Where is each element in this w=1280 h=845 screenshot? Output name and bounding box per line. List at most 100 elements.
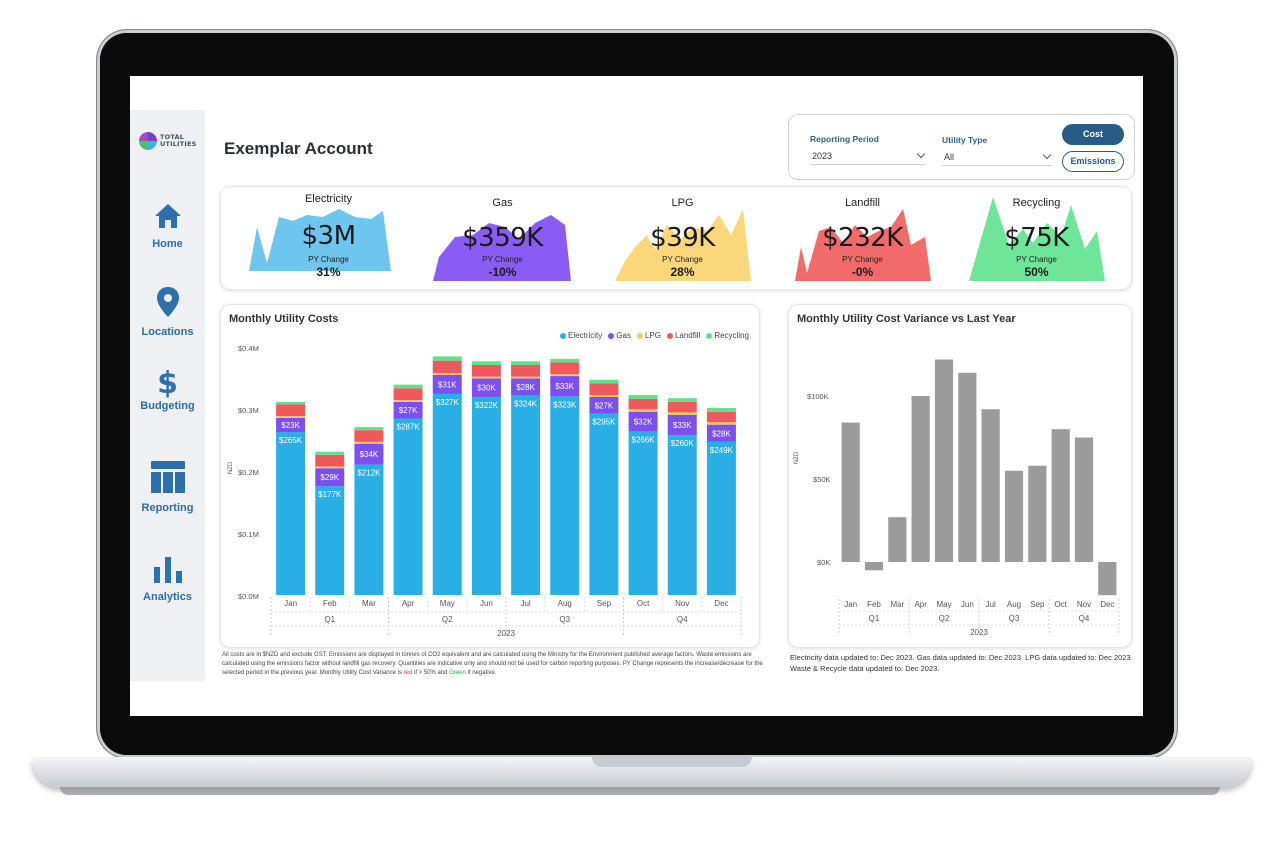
- bar-segment-electricity[interactable]: [706, 441, 736, 595]
- emissions-button[interactable]: Emissions: [1062, 151, 1124, 172]
- variance-bar[interactable]: [958, 372, 977, 562]
- bar-segment-landfill[interactable]: [550, 362, 580, 375]
- bar-segment-landfill[interactable]: [667, 401, 697, 413]
- bar-segment-recycling[interactable]: [393, 384, 423, 389]
- bar-segment-lpg[interactable]: [276, 416, 306, 418]
- kpi-landfill[interactable]: Landfill $232K PY Change -0%: [775, 187, 950, 291]
- cost-button[interactable]: Cost: [1062, 124, 1124, 145]
- bar-segment-lpg[interactable]: [511, 376, 541, 379]
- bar-segment-lpg[interactable]: [667, 412, 697, 415]
- bar-segment-lpg[interactable]: [315, 466, 345, 469]
- bar-segment-landfill[interactable]: [276, 404, 306, 417]
- bar-segment-gas[interactable]: [550, 376, 580, 397]
- bar-segment-landfill[interactable]: [432, 360, 462, 373]
- bar-segment-electricity[interactable]: [354, 464, 384, 595]
- kpi-sub: PY Change: [662, 255, 703, 264]
- bar-segment-recycling[interactable]: [667, 398, 697, 402]
- bar-segment-lpg[interactable]: [589, 395, 619, 397]
- bar-segment-gas[interactable]: [471, 378, 501, 397]
- reporting-period-dropdown[interactable]: 2023: [810, 147, 926, 165]
- bar-segment-landfill[interactable]: [393, 388, 423, 401]
- kpi-recycling[interactable]: Recycling $75K PY Change 50%: [949, 187, 1124, 291]
- variance-bar[interactable]: [981, 409, 1000, 562]
- bar-segment-recycling[interactable]: [628, 395, 658, 399]
- bar-segment-gas[interactable]: [589, 396, 619, 414]
- bar-segment-recycling[interactable]: [432, 356, 462, 361]
- bar-label: $31K: [438, 380, 457, 389]
- sidebar-item-analytics[interactable]: Analytics: [130, 555, 205, 603]
- bar-segment-electricity[interactable]: [628, 431, 658, 595]
- kpi-gas[interactable]: Gas $359K PY Change -10%: [415, 187, 590, 291]
- logo[interactable]: TOTAL UTILITIES: [139, 132, 196, 150]
- variance-bar[interactable]: [841, 422, 860, 562]
- bar-segment-landfill[interactable]: [628, 398, 658, 410]
- bar-segment-gas[interactable]: [315, 468, 345, 487]
- bar-segment-recycling[interactable]: [706, 408, 736, 412]
- bar-segment-landfill[interactable]: [471, 364, 501, 377]
- variance-bar[interactable]: [934, 359, 954, 562]
- bar-segment-recycling[interactable]: [511, 361, 541, 365]
- legend-lpg[interactable]: LPG: [636, 331, 661, 340]
- sidebar-item-reporting[interactable]: Reporting: [130, 460, 205, 514]
- bar-segment-recycling[interactable]: [471, 361, 501, 365]
- bar-segment-electricity[interactable]: [589, 413, 619, 595]
- bar-segment-landfill[interactable]: [706, 411, 736, 423]
- bar-segment-gas[interactable]: [276, 417, 306, 433]
- bar-segment-gas[interactable]: [667, 414, 697, 436]
- variance-bar[interactable]: [1098, 562, 1117, 596]
- variance-bar[interactable]: [911, 396, 930, 562]
- bar-segment-recycling[interactable]: [550, 358, 580, 363]
- utility-type-dropdown[interactable]: All: [942, 148, 1052, 166]
- bar-segment-electricity[interactable]: [667, 435, 697, 595]
- bar-segment-lpg[interactable]: [393, 400, 423, 402]
- bar-segment-electricity[interactable]: [315, 486, 345, 595]
- legend-recycling[interactable]: Recycling: [706, 331, 749, 340]
- bar-segment-electricity[interactable]: [550, 396, 580, 595]
- bar-segment-landfill[interactable]: [354, 430, 384, 442]
- bar-segment-landfill[interactable]: [315, 454, 345, 467]
- bar-segment-lpg[interactable]: [550, 374, 580, 377]
- bar-segment-electricity[interactable]: [393, 418, 423, 595]
- bar-segment-lpg[interactable]: [471, 376, 501, 379]
- dollar-icon: $: [157, 366, 178, 401]
- bar-segment-gas[interactable]: [432, 374, 462, 394]
- kpi-lpg[interactable]: LPG $39K PY Change 28%: [595, 187, 770, 291]
- variance-bar[interactable]: [1051, 429, 1070, 562]
- kpi-electricity[interactable]: Electricity $3M PY Change 31%: [241, 187, 416, 291]
- bar-segment-recycling[interactable]: [276, 401, 306, 405]
- variance-bar[interactable]: [888, 517, 907, 562]
- bar-segment-landfill[interactable]: [589, 383, 619, 396]
- bar-segment-lpg[interactable]: [354, 441, 384, 444]
- variance-bar[interactable]: [1004, 470, 1024, 562]
- variance-bar[interactable]: [1074, 437, 1094, 563]
- bar-segment-gas[interactable]: [354, 443, 384, 465]
- stacked-bar-chart[interactable]: $265K $23K Jan $177K $29K Feb $212K $34K Mar $287…: [221, 305, 761, 649]
- bar-segment-gas[interactable]: [511, 378, 541, 396]
- y-tick: $0.2M: [238, 468, 259, 477]
- bar-segment-recycling[interactable]: [354, 427, 384, 431]
- bar-segment-lpg[interactable]: [628, 409, 658, 412]
- bar-segment-electricity[interactable]: [511, 395, 541, 595]
- bar-segment-electricity[interactable]: [471, 396, 501, 595]
- legend-landfill[interactable]: Landfill: [666, 331, 700, 340]
- sidebar-item-budgeting[interactable]: $ Budgeting: [130, 366, 205, 413]
- variance-bar[interactable]: [864, 562, 884, 571]
- bar-segment-gas[interactable]: [628, 411, 658, 432]
- bar-segment-lpg[interactable]: [432, 372, 462, 375]
- legend-electricity[interactable]: Electricity: [560, 331, 602, 340]
- bar-segment-electricity[interactable]: [432, 393, 462, 595]
- bar-segment-recycling[interactable]: [589, 379, 619, 384]
- bar-label: $295K: [592, 418, 616, 427]
- sidebar-item-locations[interactable]: Locations: [130, 286, 205, 338]
- sidebar-item-home[interactable]: Home: [130, 202, 205, 250]
- bar-segment-landfill[interactable]: [511, 364, 541, 377]
- variance-bar-chart[interactable]: Jan Feb Mar Apr May Jun Jul Aug Sep Oct Nov Dec Q1 Q2…: [789, 305, 1133, 649]
- bar-segment-recycling[interactable]: [315, 451, 345, 455]
- bar-segment-electricity[interactable]: [276, 432, 306, 595]
- x-tick: Jun: [480, 599, 493, 608]
- bar-segment-gas[interactable]: [393, 401, 423, 419]
- variance-bar[interactable]: [1028, 465, 1047, 562]
- legend-gas[interactable]: Gas: [608, 331, 631, 340]
- bar-segment-lpg[interactable]: [706, 422, 736, 425]
- bar-segment-gas[interactable]: [706, 424, 736, 442]
